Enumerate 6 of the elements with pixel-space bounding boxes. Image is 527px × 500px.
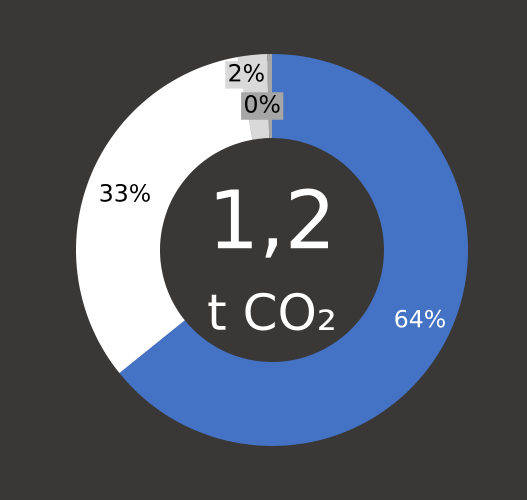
data-label: 64% xyxy=(395,310,445,328)
data-label: 0% xyxy=(245,95,280,113)
data-label: 2% xyxy=(229,64,264,82)
text: 1,2 xyxy=(216,188,328,258)
data-label: 33% xyxy=(100,184,150,202)
text: t CO₂ xyxy=(208,292,334,331)
